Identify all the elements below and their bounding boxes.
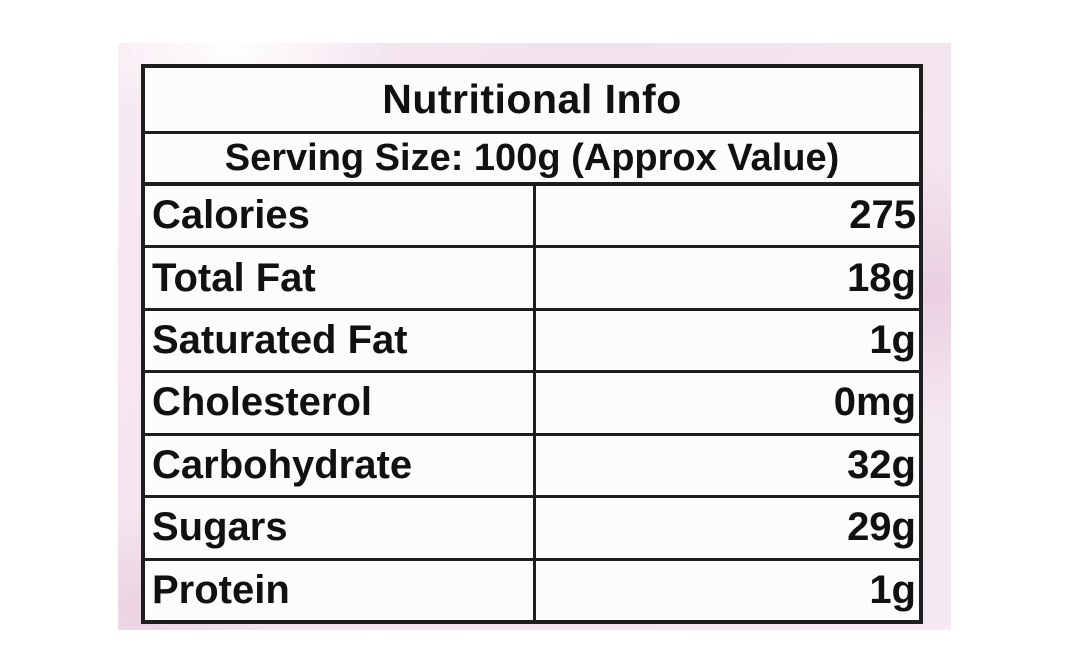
nutrient-value: 1g (869, 318, 916, 363)
nutrient-value: 18g (847, 255, 916, 300)
nutrient-value: 1g (869, 567, 916, 612)
nutrient-label: Calories (145, 186, 536, 246)
nutrition-table: Nutritional Info Serving Size: 100g (App… (141, 64, 923, 624)
table-row-cholesterol: Cholesterol 0mg (145, 370, 919, 433)
nutrient-label: Carbohydrate (145, 435, 536, 496)
table-row-total-fat: Total Fat 18g (145, 245, 919, 308)
nutrient-value: 29g (847, 505, 916, 550)
nutrient-label: Cholesterol (145, 373, 536, 433)
nutrient-label: Protein (145, 560, 536, 620)
table-row-saturated-fat: Saturated Fat 1g (145, 307, 919, 371)
nutrient-value: 32g (847, 442, 916, 487)
product-photo-background: Nutritional Info Serving Size: 100g (App… (118, 43, 951, 630)
nutrient-label: Sugars (145, 498, 536, 558)
nutrient-label: Saturated Fat (145, 310, 536, 371)
table-row-calories: Calories 275 (145, 186, 919, 246)
nutrient-value: 275 (849, 193, 916, 238)
serving-size-text: Serving Size: 100g (Approx Value) (145, 131, 919, 186)
table-row-sugars: Sugars 29g (145, 495, 919, 558)
table-title: Nutritional Info (382, 76, 682, 122)
table-row-protein: Protein 1g (145, 557, 919, 620)
table-row-carbohydrate: Carbohydrate 32g (145, 432, 919, 496)
nutrient-label: Total Fat (145, 248, 536, 308)
nutrient-value: 0mg (833, 380, 916, 425)
